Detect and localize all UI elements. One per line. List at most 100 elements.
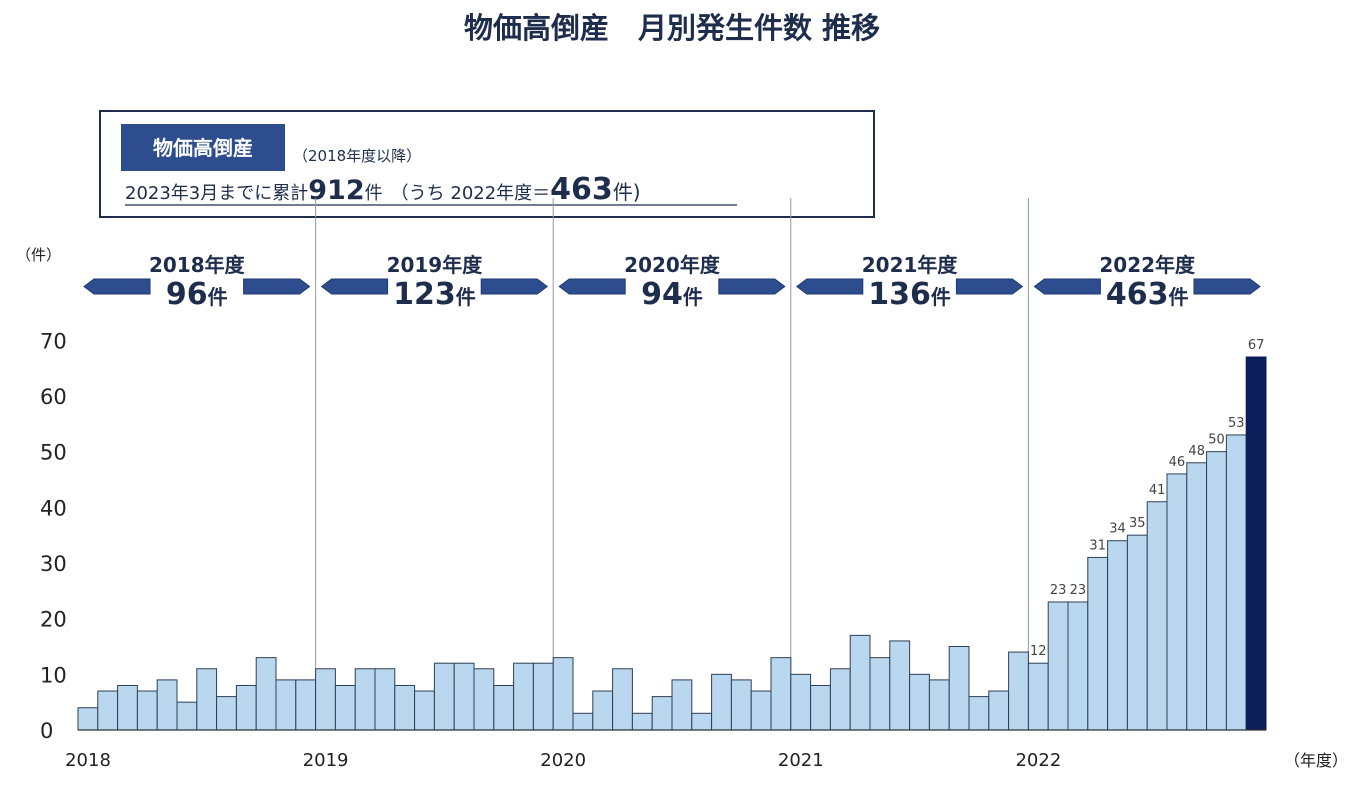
- bar-2022-10: [1146, 501, 1168, 731]
- bar-2021-03: [770, 657, 792, 731]
- period-arrow-left: [1033, 278, 1101, 295]
- data-label: 35: [1129, 516, 1146, 531]
- bar-2022-12: [1186, 462, 1208, 731]
- summary-box: 物価高倒産 （2018年度以降） 2023年3月までに累計912件 （うち 202…: [99, 110, 875, 218]
- summary-prefix: 2023年3月までに累計: [125, 183, 308, 204]
- period-label: 2019年度: [387, 253, 484, 277]
- year-dividers: [315, 198, 1029, 730]
- bar-2018-11: [216, 696, 237, 731]
- bar-2019-03: [295, 679, 317, 731]
- period-arrow-left: [83, 278, 151, 295]
- bar-2021-02: [750, 690, 772, 731]
- bar-2020-11: [691, 712, 713, 731]
- summary-unit2: 件): [613, 180, 641, 204]
- y-tick-label: 0: [40, 719, 53, 743]
- period-arrow-right: [1193, 278, 1261, 295]
- data-label: 50: [1208, 433, 1225, 448]
- y-tick-label: 50: [40, 441, 67, 465]
- chart-title: 物価高倒産 月別発生件数 推移: [464, 11, 880, 45]
- bar-2020-09: [651, 696, 673, 731]
- period-count: 94件: [641, 277, 703, 312]
- x-axis: 2018 2019 2020 2021 2022: [65, 729, 1266, 771]
- period-label: 2022年度: [1099, 253, 1196, 277]
- bar-2022-07: [1087, 556, 1109, 731]
- bar-2022-04: [1027, 662, 1049, 731]
- y-axis-unit: （件）: [16, 246, 61, 264]
- bar-2021-07: [849, 634, 871, 731]
- data-label: 34: [1109, 522, 1126, 537]
- x-tick-label: 2019: [303, 750, 349, 771]
- bar-2022-05: [1047, 601, 1069, 731]
- bar-2022-03: [1008, 651, 1029, 731]
- bar-2019-04: [315, 668, 336, 731]
- summary-line: 2023年3月までに累計912件 （うち 2022年度＝463件): [125, 172, 641, 207]
- bar-2022-06: [1067, 601, 1089, 731]
- bar-2021-11: [928, 679, 950, 731]
- bar-2021-01: [730, 679, 752, 731]
- period-count: 96件: [166, 277, 228, 312]
- bar-2021-12: [948, 645, 970, 731]
- x-tick-label: 2021: [778, 750, 824, 771]
- bar-2018-08: [156, 679, 178, 731]
- bar-2018-09: [176, 701, 198, 731]
- bar-2020-07: [612, 668, 633, 731]
- bar-2019-07: [374, 668, 396, 731]
- period-count: 136件: [868, 277, 951, 312]
- bar-2019-11: [453, 662, 475, 731]
- bar-2021-04: [790, 673, 812, 731]
- bar-2020-02: [513, 662, 534, 731]
- bar-2021-05: [810, 684, 831, 731]
- summary-subtotal: 463: [550, 172, 613, 207]
- bar-2020-06: [592, 690, 614, 731]
- x-tick-label: 2018: [65, 750, 111, 771]
- y-tick-label: 70: [40, 329, 67, 353]
- summary-mid: （うち 2022年度＝: [391, 183, 551, 204]
- bars: [77, 356, 1267, 731]
- y-tick-label: 20: [40, 608, 67, 632]
- bar-2021-08: [869, 657, 891, 731]
- bar-2019-06: [354, 668, 376, 731]
- summary-total: 912: [308, 175, 364, 206]
- y-tick-label: 60: [40, 385, 67, 409]
- summary-tag-label: 物価高倒産: [153, 136, 253, 160]
- x-tick-label: 2020: [540, 750, 586, 771]
- bar-2019-02: [275, 679, 297, 731]
- period-arrow-left: [320, 278, 389, 295]
- period-arrow-right: [243, 278, 311, 295]
- period-arrow-left: [558, 278, 626, 295]
- data-label: 23: [1050, 583, 1067, 598]
- y-tick-label: 10: [40, 663, 67, 687]
- bar-2022-09: [1126, 534, 1148, 731]
- y-tick-label: 30: [40, 552, 67, 576]
- bar-2023-03: [1245, 356, 1267, 731]
- bar-2023-02: [1225, 434, 1247, 731]
- period-arrow-right: [480, 278, 549, 295]
- bar-2018-04: [77, 707, 99, 731]
- period-label: 2021年度: [862, 253, 959, 277]
- bar-2022-02: [988, 690, 1010, 731]
- data-label: 53: [1228, 416, 1245, 431]
- summary-note: （2018年度以降）: [293, 147, 421, 165]
- data-label: 12: [1030, 644, 1047, 659]
- x-axis-unit: （年度）: [1284, 751, 1348, 770]
- period-label: 2018年度: [149, 253, 246, 277]
- bar-2022-08: [1107, 540, 1128, 731]
- period-arrow-right: [718, 278, 786, 295]
- period-count: 123件: [393, 277, 476, 312]
- bar-2022-01: [968, 696, 990, 731]
- summary-tag: [121, 124, 285, 171]
- bar-2019-08: [394, 684, 416, 731]
- bar-2022-11: [1166, 473, 1188, 731]
- y-tick-label: 40: [40, 496, 67, 520]
- bar-2018-05: [97, 690, 119, 731]
- bar-2020-08: [631, 712, 653, 731]
- bar-2019-09: [414, 690, 435, 731]
- bar-2019-05: [334, 684, 356, 731]
- data-label: 67: [1248, 338, 1265, 353]
- period-label: 2020年度: [624, 253, 721, 277]
- x-tick-label: 2022: [1015, 750, 1061, 771]
- bar-2023-01: [1206, 451, 1227, 731]
- data-label: 48: [1188, 444, 1205, 459]
- bar-2020-01: [493, 684, 515, 731]
